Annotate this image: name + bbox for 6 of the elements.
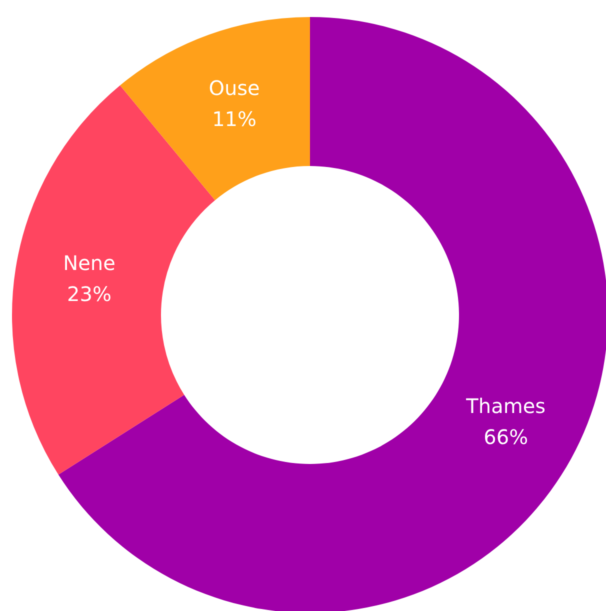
- data-label: 11%: [212, 106, 257, 131]
- data-label: 23%: [67, 282, 112, 306]
- slice-label: Nene: [63, 251, 116, 276]
- slice-label: Ouse: [208, 76, 260, 100]
- slice-label: Thames: [465, 394, 546, 418]
- data-label: 66%: [484, 424, 528, 449]
